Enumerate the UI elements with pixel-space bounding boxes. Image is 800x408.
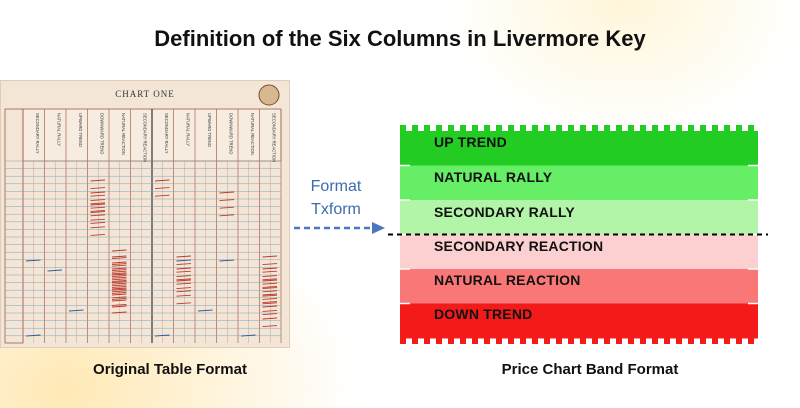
band-edge-tick [508, 338, 514, 344]
band-edge-tick [592, 125, 598, 131]
band-2 [400, 200, 758, 235]
ledger-column-header: SECONDARY RALLY [35, 113, 40, 154]
band-edge-tick [616, 125, 622, 131]
ledger-chart-title: CHART ONE [115, 89, 175, 99]
band-label-down-trend: DOWN TREND [434, 306, 533, 322]
band-edge-tick [424, 125, 430, 131]
band-edge-tick [724, 125, 730, 131]
band-label-secondary-reaction: SECONDARY REACTION [434, 238, 604, 254]
band-edge-tick [412, 125, 418, 131]
band-edge-tick [532, 338, 538, 344]
ledger-image: SECONDARY RALLY NATURAL RALLY UPWARD TREND… [0, 80, 290, 348]
ledger-column-header: DOWNWARD TREND [228, 113, 233, 154]
band-edge-tick [496, 338, 502, 344]
band-edge-tick [484, 125, 490, 131]
band-edge-tick [700, 338, 706, 344]
band-edge-tick [568, 338, 574, 344]
band-edge-tick [580, 338, 586, 344]
band-edge-tick [508, 125, 514, 131]
ledger-grid: SECONDARY RALLY NATURAL RALLY UPWARD TREND… [4, 84, 282, 344]
band-edge-tick [424, 338, 430, 344]
band-edge-tick [520, 338, 526, 344]
band-3 [400, 234, 758, 270]
band-edge-tick [712, 338, 718, 344]
band-edge-tick [448, 125, 454, 131]
band-edge-tick [484, 338, 490, 344]
band-edge-tick [664, 125, 670, 131]
ledger-column-header: NATURAL REACTION [121, 113, 126, 155]
band-edge-tick [460, 338, 466, 344]
dashed-arrow-icon [294, 222, 385, 234]
band-edge-tick [472, 338, 478, 344]
band-edge-tick [640, 338, 646, 344]
price-band-chart [388, 125, 768, 344]
band-edge-tick [748, 125, 754, 131]
ledger-column-header: UPWARD TREND [207, 113, 212, 147]
band-edge-tick [436, 338, 442, 344]
page-title: Definition of the Six Columns in Livermo… [154, 26, 646, 51]
band-edge-tick [556, 338, 562, 344]
ledger-column-header: NATURAL REACTION [250, 113, 255, 155]
ledger-column-header: SECONDARY RALLY [164, 113, 169, 154]
band-edge-tick [700, 125, 706, 131]
arrow-label-txform: Txform [311, 201, 361, 218]
caption-price-chart-band: Price Chart Band Format [501, 361, 679, 378]
band-edge-tick [520, 125, 526, 131]
band-edge-tick [676, 338, 682, 344]
band-edge-tick [448, 338, 454, 344]
band-edge-tick [532, 125, 538, 131]
ledger-column-header: UPWARD TREND [78, 113, 83, 147]
band-edge-tick [556, 125, 562, 131]
band-edge-tick [580, 125, 586, 131]
band-edge-tick [436, 125, 442, 131]
band-edge-tick [472, 125, 478, 131]
band-edge-tick [496, 125, 502, 131]
band-edge-tick [592, 338, 598, 344]
band-edge-tick [688, 338, 694, 344]
band-edge-tick [628, 125, 634, 131]
band-edge-tick [664, 338, 670, 344]
band-edge-tick [400, 125, 406, 131]
band-edge-tick [676, 125, 682, 131]
band-edge-tick [712, 125, 718, 131]
ledger-column-header: NATURAL RALLY [56, 113, 61, 146]
band-label-secondary-rally: SECONDARY RALLY [434, 204, 575, 220]
band-0 [400, 131, 758, 166]
band-edge-tick [604, 125, 610, 131]
band-5 [400, 303, 758, 339]
band-edge-tick [544, 338, 550, 344]
band-edge-tick [400, 338, 406, 344]
band-edge-tick [748, 338, 754, 344]
band-edge-tick [460, 125, 466, 131]
band-edge-tick [616, 338, 622, 344]
band-edge-tick [652, 125, 658, 131]
band-4 [400, 269, 758, 304]
band-label-natural-reaction: NATURAL REACTION [434, 272, 581, 288]
band-edge-tick [412, 338, 418, 344]
band-edge-tick [544, 125, 550, 131]
caption-original-table: Original Table Format [93, 361, 247, 378]
band-edge-tick [736, 125, 742, 131]
ledger-column-header: NATURAL RALLY [185, 113, 190, 146]
band-1 [400, 165, 758, 201]
band-edge-tick [688, 125, 694, 131]
band-label-up-trend: UP TREND [434, 134, 507, 150]
band-edge-tick [604, 338, 610, 344]
band-edge-tick [736, 338, 742, 344]
band-edge-tick [724, 338, 730, 344]
ledger-column-header: SECONDARY REACTION [271, 113, 276, 162]
band-edge-tick [652, 338, 658, 344]
band-edge-tick [568, 125, 574, 131]
band-edge-tick [640, 125, 646, 131]
arrow-label-format: Format [310, 178, 362, 195]
band-label-natural-rally: NATURAL RALLY [434, 169, 553, 185]
ledger-column-header: DOWNWARD TREND [99, 113, 104, 154]
band-edge-tick [628, 338, 634, 344]
ledger-column-header: SECONDARY REACTION [142, 113, 147, 162]
